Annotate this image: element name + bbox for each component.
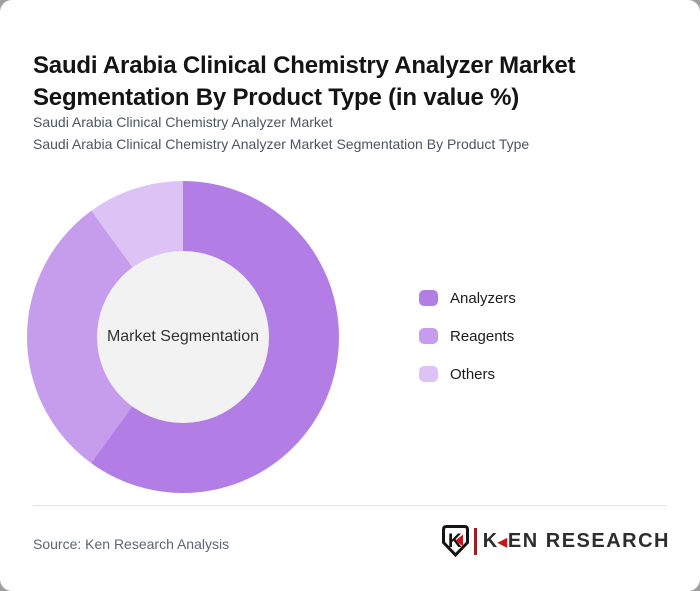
donut-hole: Market Segmentation [97,251,269,423]
legend-swatch-others [419,366,438,382]
logo-wordmark-k: K [482,529,499,552]
legend-label-reagents: Reagents [450,327,515,345]
svg-text:K: K [448,531,462,552]
page-title: Saudi Arabia Clinical Chemistry Analyzer… [33,50,576,114]
legend-swatch-analyzers [419,290,438,306]
chart-legend: Analyzers Reagents Others [419,289,516,383]
legend-swatch-reagents [419,328,438,344]
logo-wordmark: K ◀ EN RESEARCH [483,530,670,553]
logo-divider-bar [473,527,477,555]
footer-divider [33,505,667,506]
donut-center-label: Market Segmentation [106,328,260,345]
donut-chart: Market Segmentation [27,181,339,493]
legend-label-others: Others [450,365,496,383]
chart-subtitle-line2: Saudi Arabia Clinical Chemistry Analyzer… [33,136,530,152]
shield-icon: K [441,525,469,557]
legend-item-analyzers: Analyzers [419,289,516,307]
legend-item-reagents: Reagents [419,327,516,345]
chart-subtitle: Saudi Arabia Clinical Chemistry Analyzer… [33,111,529,155]
legend-label-analyzers: Analyzers [450,289,516,307]
page-title-line1: Saudi Arabia Clinical Chemistry Analyzer… [33,52,576,80]
legend-item-others: Others [419,365,516,383]
chart-subtitle-line1: Saudi Arabia Clinical Chemistry Analyzer… [33,114,333,130]
logo-red-triangle-icon: ◀ [497,534,507,549]
page-title-line2: Segmentation By Product Type (in value %… [33,84,520,112]
source-text: Source: Ken Research Analysis [33,536,230,552]
logo-wordmark-rest: EN RESEARCH [507,529,670,552]
ken-research-logo: K K ◀ EN RESEARCH [441,524,670,558]
